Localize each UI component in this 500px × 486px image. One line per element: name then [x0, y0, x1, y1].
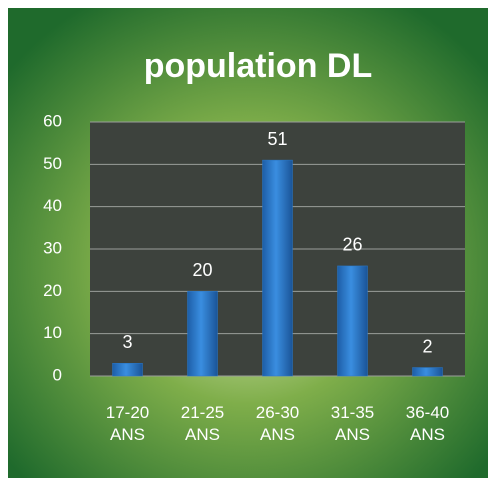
data-label: 3: [122, 332, 132, 352]
y-tick-label: 30: [43, 238, 62, 257]
y-tick-label: 50: [43, 154, 62, 173]
y-tick-label: 20: [43, 281, 62, 300]
y-tick-label: 40: [43, 196, 62, 215]
y-tick-label: 0: [53, 365, 62, 384]
bar: [112, 363, 143, 377]
data-label: 2: [422, 336, 432, 356]
chart-title: population DL: [144, 47, 373, 85]
bar: [187, 291, 218, 377]
y-tick-label: 10: [43, 323, 62, 342]
bar: [412, 367, 443, 377]
bar: [262, 159, 293, 377]
x-tick-label: 21-25 ANS: [180, 403, 225, 444]
data-label: 51: [267, 129, 287, 149]
y-tick-label: 60: [43, 111, 62, 130]
data-label: 26: [342, 235, 362, 255]
x-tick-label: 26-30 ANS: [255, 403, 300, 444]
x-tick-label: 31-35 ANS: [330, 403, 375, 444]
x-tick-label: 17-20 ANS: [105, 403, 150, 444]
data-label: 20: [192, 260, 212, 280]
bar: [337, 265, 368, 377]
x-tick-label: 36-40 ANS: [405, 403, 450, 444]
